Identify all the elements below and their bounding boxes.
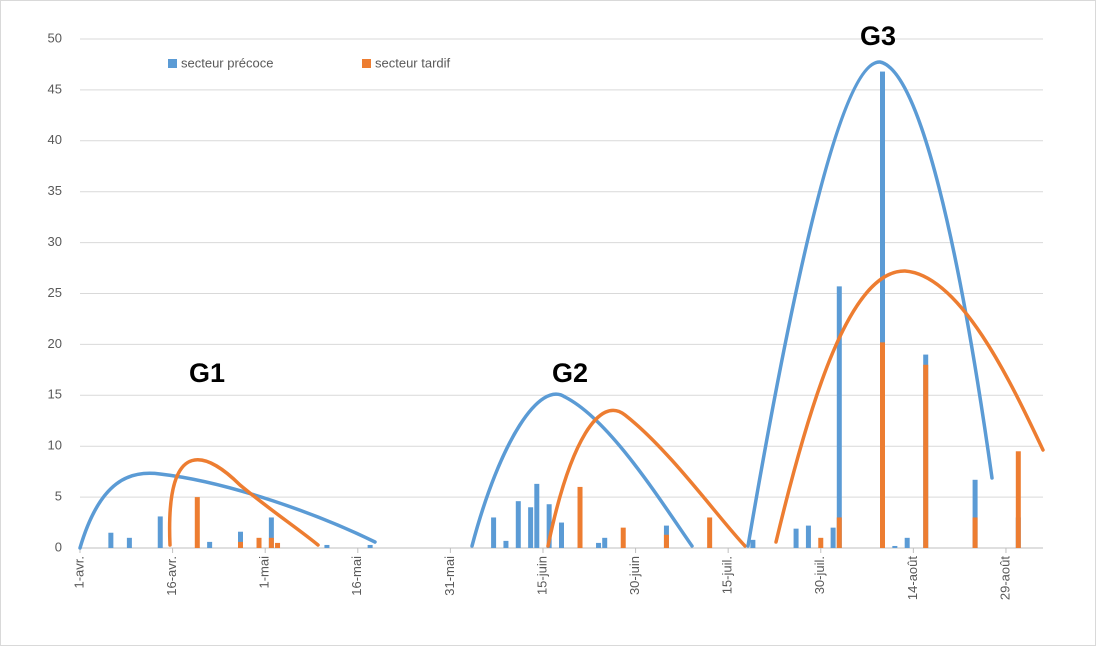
x-tick-label: 31-mai (442, 556, 457, 596)
x-tick-label: 30-juin (627, 556, 642, 595)
bar (750, 539, 756, 548)
x-tick-label: 1-avr. (71, 556, 86, 589)
y-tick-label: 40 (48, 132, 62, 147)
bar (602, 537, 608, 548)
bar (972, 479, 978, 548)
bar (923, 364, 929, 548)
y-tick-label: 45 (48, 81, 62, 96)
x-tick-label: 15-juin (534, 556, 549, 595)
bar (503, 540, 509, 548)
x-tick-label: 30-juil. (812, 556, 827, 594)
bar (194, 497, 200, 548)
bar (892, 545, 898, 548)
fitted-curves (78, 60, 1045, 550)
y-tick-label: 25 (48, 285, 62, 300)
y-tick-label: 15 (48, 387, 62, 402)
bar (367, 544, 373, 548)
bar (904, 537, 910, 548)
bar (830, 527, 836, 548)
bar (818, 537, 824, 548)
annotation: G3 (860, 21, 896, 51)
y-tick-label: 35 (48, 183, 62, 198)
bar (157, 516, 163, 548)
curve (774, 269, 1045, 544)
x-tick-label: 1-mai (257, 556, 272, 589)
bar (238, 541, 243, 548)
bar (793, 528, 799, 548)
curve (78, 471, 377, 550)
bar (207, 541, 213, 548)
legend-swatch (168, 59, 177, 68)
bar (515, 501, 521, 548)
x-tick-label: 16-mai (349, 556, 364, 596)
curve (167, 458, 320, 547)
bar (880, 342, 885, 548)
bar (491, 517, 497, 548)
legend-label: secteur précoce (181, 55, 274, 70)
legend-swatch (362, 59, 371, 68)
bar (596, 542, 602, 548)
annotation: G1 (189, 358, 225, 388)
curve (470, 392, 694, 548)
bar (620, 527, 626, 548)
curve (546, 408, 747, 548)
bar (577, 486, 583, 548)
bar (805, 525, 811, 548)
bar (1015, 451, 1021, 548)
y-tick-label: 30 (48, 234, 62, 249)
bar (268, 537, 274, 548)
bar (268, 517, 274, 548)
bar (836, 517, 842, 548)
curve (746, 60, 994, 548)
bar (880, 71, 885, 549)
annotation: G2 (552, 358, 588, 388)
bar (663, 534, 669, 548)
bar (256, 537, 262, 548)
x-tick-label: 29-août (997, 556, 1012, 600)
bar (707, 517, 713, 548)
bar (126, 537, 132, 548)
bar (546, 504, 552, 548)
x-tick-label: 16-avr. (164, 556, 179, 596)
x-tick-label: 15-juil. (720, 556, 735, 594)
bar (238, 531, 243, 548)
bar (528, 507, 534, 548)
legend-label: secteur tardif (375, 55, 451, 70)
bar (275, 542, 281, 548)
bar (836, 286, 842, 548)
y-tick-label: 50 (48, 30, 62, 45)
y-tick-label: 20 (48, 336, 62, 351)
y-tick-label: 10 (48, 438, 62, 453)
bar (534, 483, 540, 548)
y-tick-label: 0 (55, 539, 62, 554)
bar (108, 532, 114, 548)
bar (559, 522, 564, 548)
bar (324, 544, 330, 548)
x-tick-label: 14-août (905, 556, 920, 600)
y-tick-label: 5 (55, 489, 62, 504)
bar (972, 517, 978, 548)
